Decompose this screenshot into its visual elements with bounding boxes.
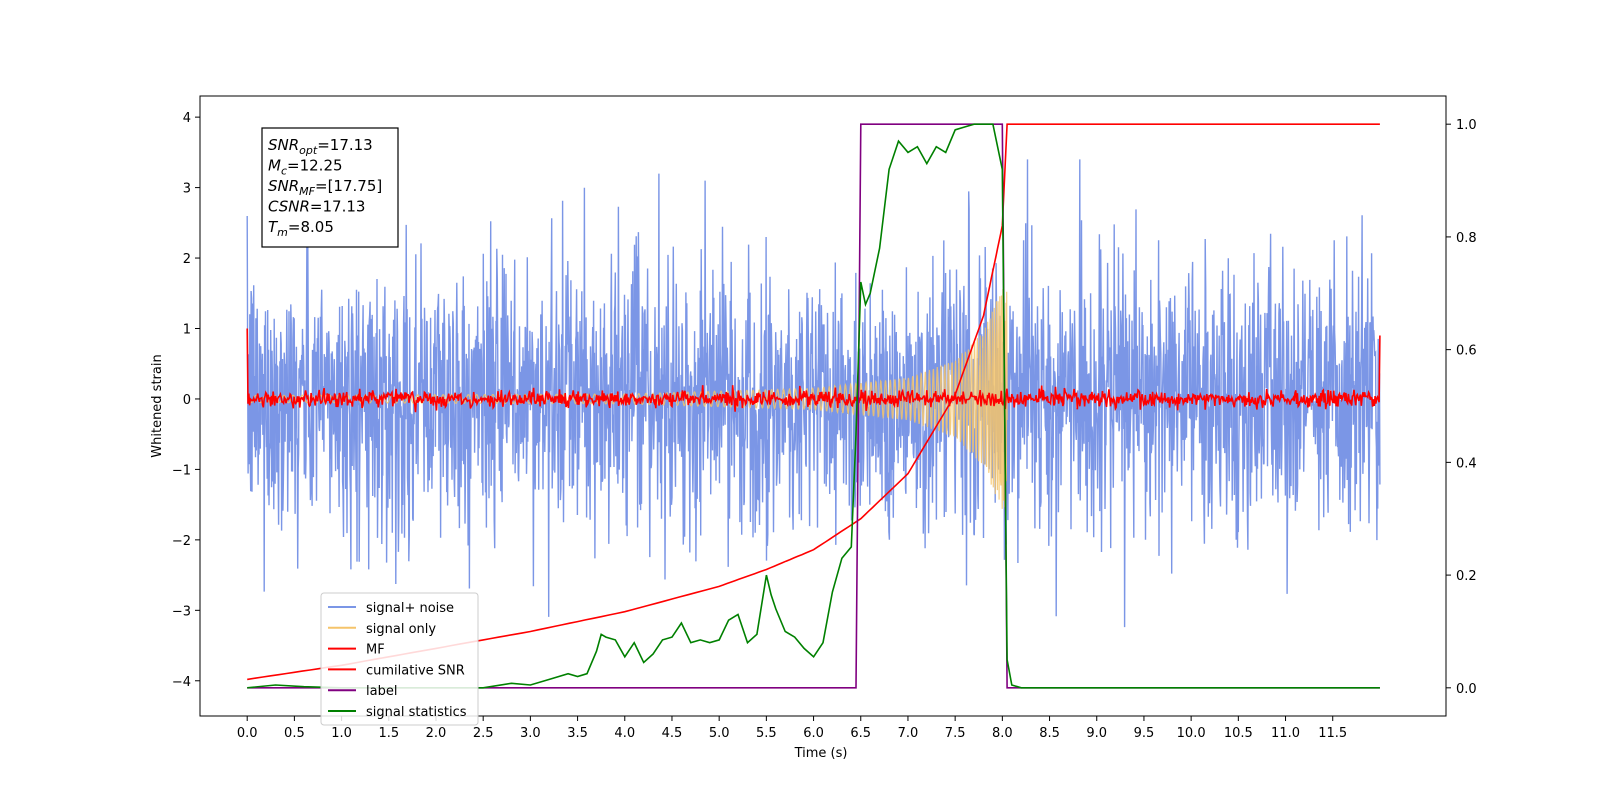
y-axis-left: 4 3 2 1 0 −1 −2 −3 −4: [172, 111, 200, 690]
x-axis: 0.0 0.5 1.0 1.5 2.0 2.5 3.0 3.5 4.0 4.5 5.0 5.5 6.0 6…: [237, 716, 1347, 741]
y-tick-label: 1: [183, 323, 191, 338]
y-tick-label: 0: [183, 393, 191, 408]
x-tick-label: 9.5: [1134, 726, 1155, 741]
y-tick-label: −1: [172, 463, 191, 478]
x-tick-label: 10.0: [1177, 726, 1206, 741]
y-tick-label: 2: [183, 252, 191, 267]
legend-label: signal statistics: [366, 705, 467, 720]
x-tick-label: 1.0: [331, 726, 352, 741]
y-tick-label: −2: [172, 534, 191, 549]
x-tick-label: 4.5: [662, 726, 683, 741]
y-axis-right: 1.0 0.8 0.6 0.4 0.2 0.0: [1446, 118, 1477, 697]
legend-label: cumilative SNR: [366, 663, 465, 678]
x-tick-label: 5.0: [709, 726, 730, 741]
x-tick-label: 6.5: [850, 726, 871, 741]
x-tick-label: 0.0: [237, 726, 258, 741]
annotation-frame: [261, 127, 399, 248]
legend-label: signal only: [366, 622, 436, 637]
y-tick-label: −4: [172, 675, 191, 690]
annotation-line: Mc=12.25: [268, 157, 343, 178]
y-tick-label: 4: [183, 111, 191, 126]
legend: signal+ noise signal only MF cumilative SNR…: [320, 592, 479, 726]
x-tick-label: 3.5: [567, 726, 588, 741]
x-tick-label: 7.5: [945, 726, 966, 741]
x-tick-label: 11.0: [1271, 726, 1300, 741]
series-signal-statistics: [247, 123, 1380, 689]
x-tick-label: 5.5: [756, 726, 777, 741]
x-tick-label: 0.5: [284, 726, 305, 741]
x-tick-label: 4.0: [614, 726, 635, 741]
y-axis-label: Whitened strain: [150, 354, 165, 457]
x-tick-label: 3.0: [520, 726, 541, 741]
x-axis-label: Time (s): [794, 746, 848, 761]
x-tick-label: 6.0: [803, 726, 824, 741]
y2-tick-label: 0.6: [1456, 344, 1477, 359]
x-tick-label: 1.5: [378, 726, 399, 741]
x-tick-label: 10.5: [1224, 726, 1253, 741]
stats-annotation-box: SNRopt=17.13Mc=12.25SNRMF=[17.75]CSNR=17…: [261, 127, 399, 248]
x-tick-label: 7.0: [898, 726, 919, 741]
y2-tick-label: 1.0: [1456, 118, 1477, 133]
legend-label: MF: [366, 643, 385, 658]
series-mf: [246, 328, 1381, 413]
annotation-line: SNRopt=17.13: [268, 136, 373, 157]
legend-label: label: [366, 684, 397, 699]
axes-frame: [199, 95, 1447, 717]
annotation-line: Tm=8.05: [268, 218, 334, 239]
x-tick-label: 11.5: [1318, 726, 1347, 741]
x-tick-label: 9.0: [1086, 726, 1107, 741]
y-tick-label: −3: [172, 604, 191, 619]
y2-tick-label: 0.0: [1456, 682, 1477, 697]
legend-label: signal+ noise: [366, 601, 454, 616]
y-tick-label: 3: [183, 182, 191, 197]
y2-tick-label: 0.2: [1456, 569, 1477, 584]
annotation-line: CSNR=17.13: [268, 198, 365, 216]
annotation-line: SNRMF=[17.75]: [268, 177, 382, 198]
y2-tick-label: 0.8: [1456, 231, 1477, 246]
x-tick-label: 8.0: [992, 726, 1013, 741]
x-tick-label: 2.5: [473, 726, 494, 741]
y2-tick-label: 0.4: [1456, 456, 1477, 471]
x-tick-label: 8.5: [1039, 726, 1060, 741]
legend-frame: [320, 592, 479, 726]
x-tick-label: 2.0: [426, 726, 447, 741]
